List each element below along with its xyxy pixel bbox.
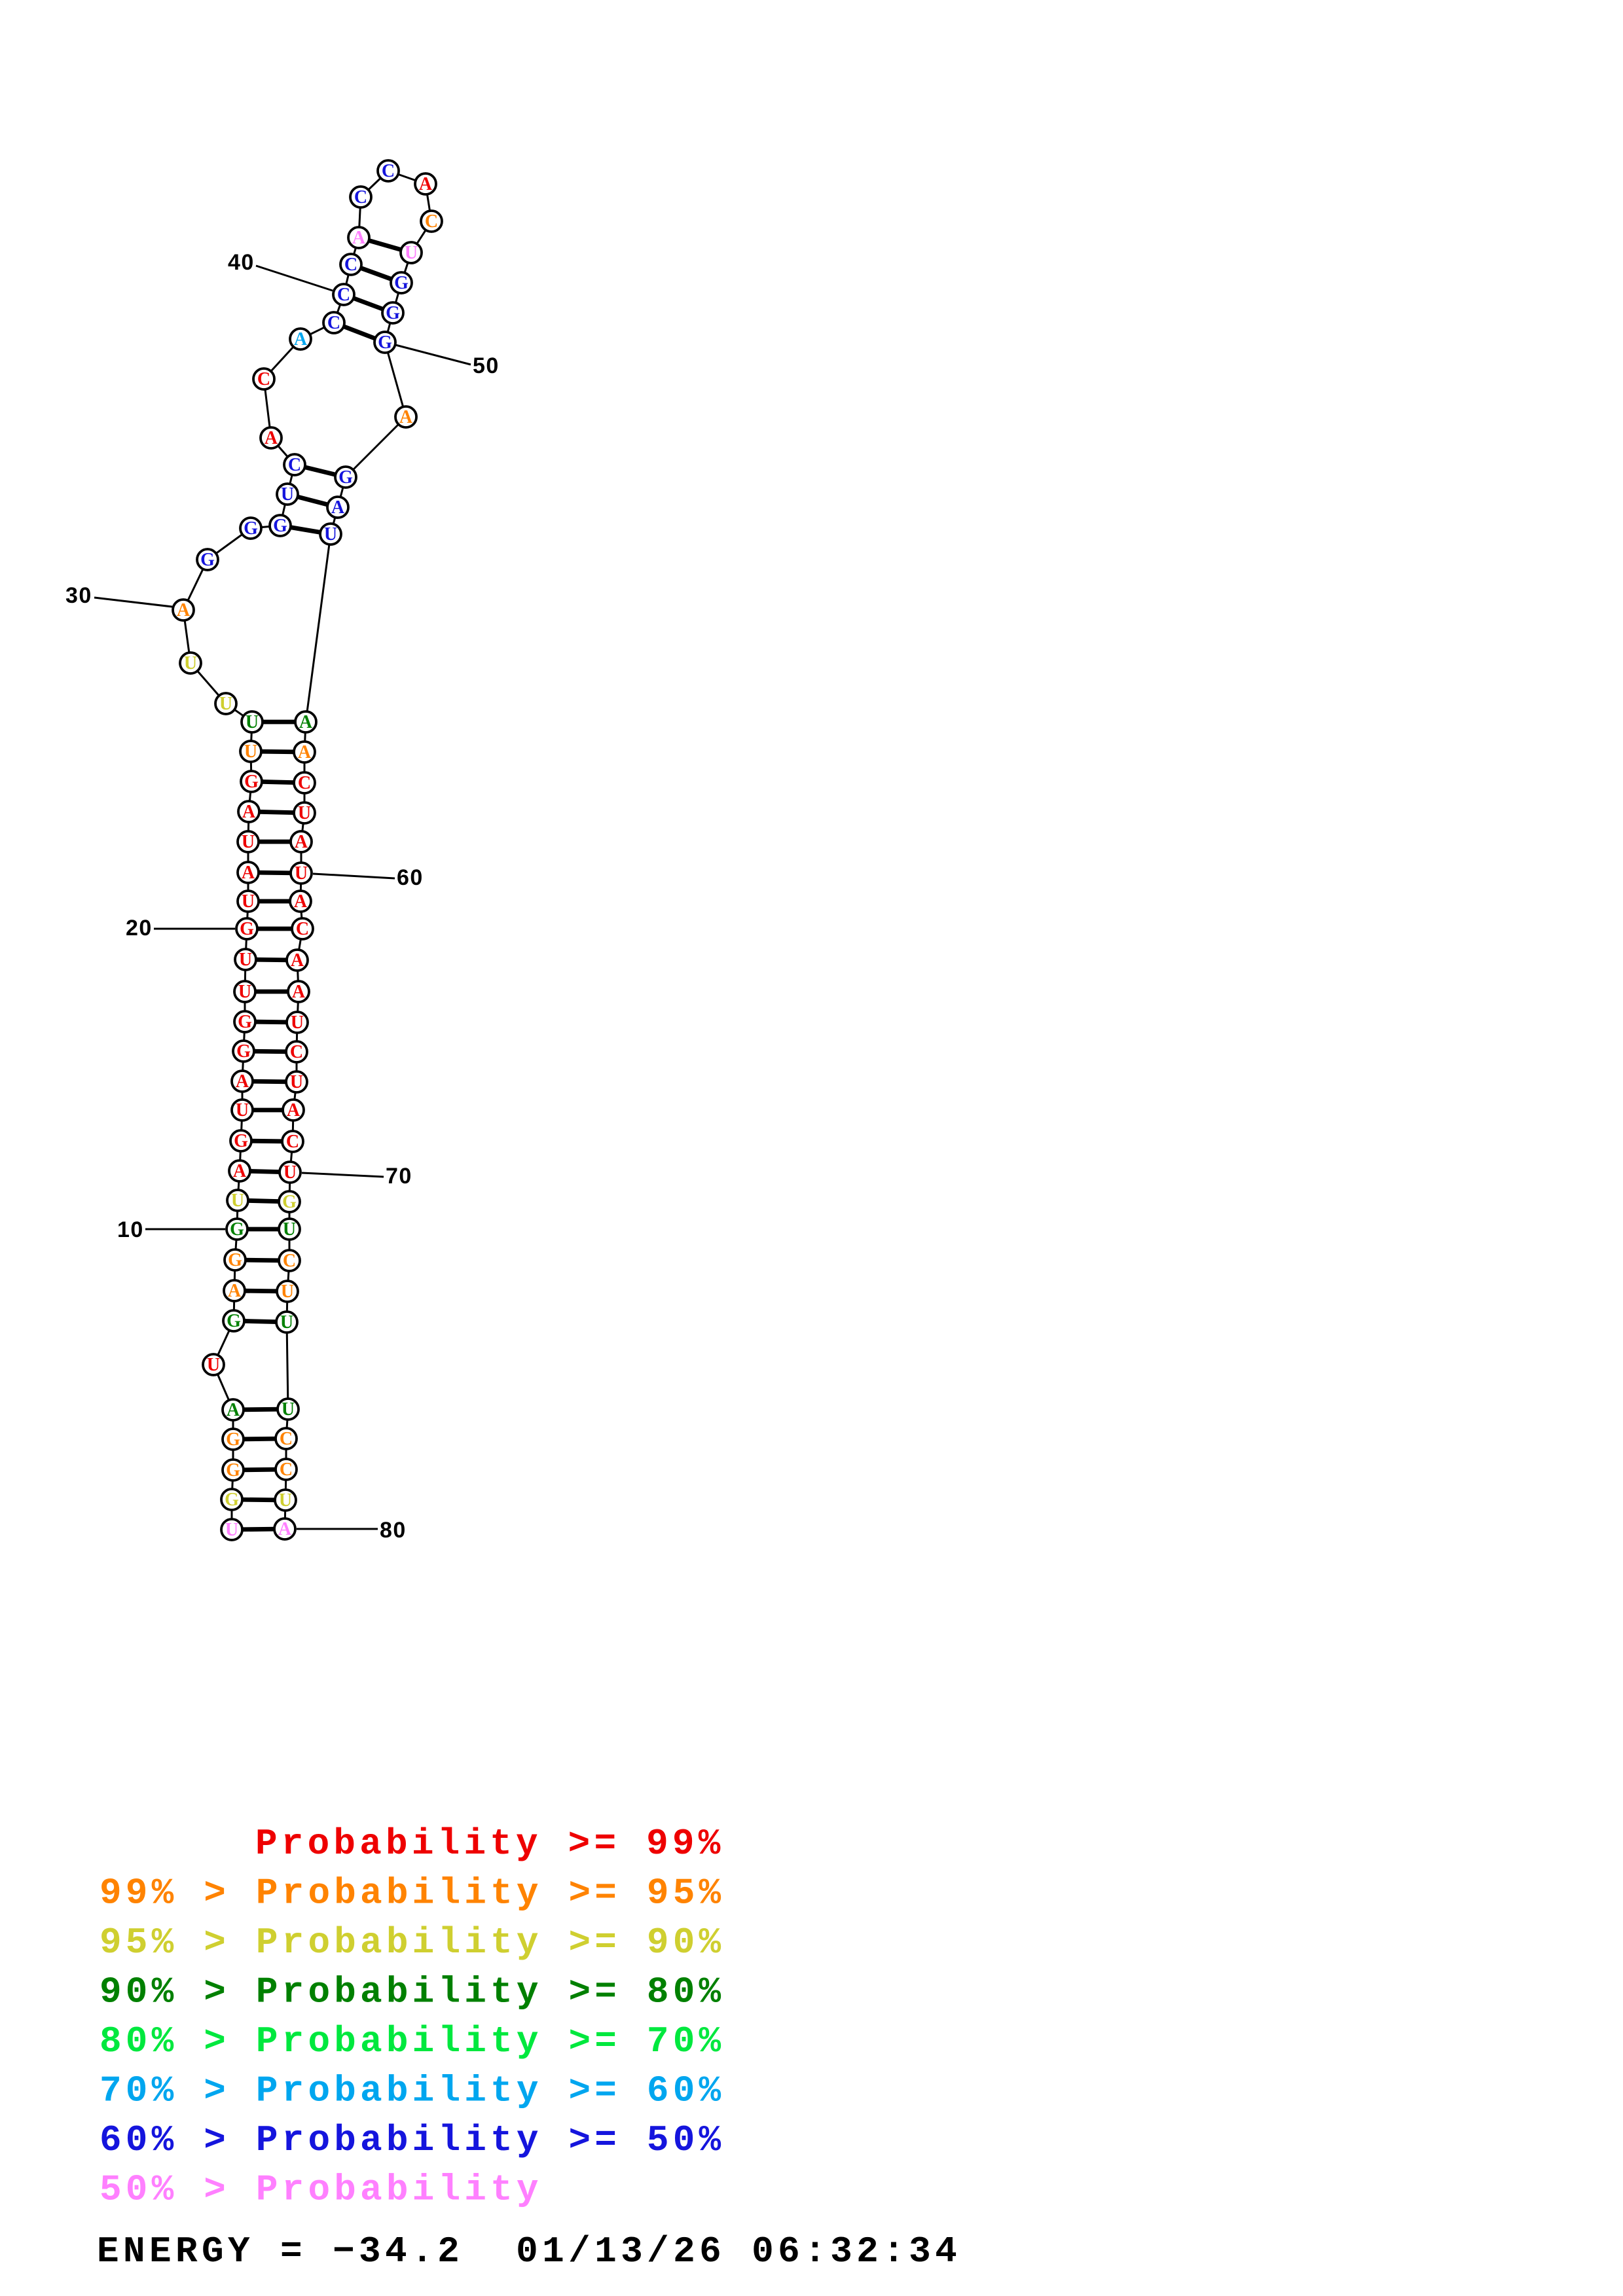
svg-text:60% > Probability >= 50%: 60% > Probability >= 50%: [100, 2119, 725, 2161]
svg-text:C: C: [257, 369, 270, 389]
svg-text:U: U: [281, 484, 294, 505]
svg-text:C: C: [296, 919, 309, 939]
svg-text:U: U: [280, 1312, 293, 1333]
svg-text:A: A: [295, 832, 308, 852]
svg-text:C: C: [290, 1042, 303, 1062]
svg-text:Probability >= 99%: Probability >= 99%: [255, 1823, 725, 1865]
svg-text:U: U: [225, 1520, 238, 1540]
svg-text:ENERGY = −34.2 01/13/26 06:32: ENERGY = −34.2 01/13/26 06:32:34: [97, 2231, 961, 2272]
svg-text:G: G: [236, 1041, 251, 1062]
svg-text:C: C: [382, 161, 395, 181]
svg-text:A: A: [242, 863, 255, 883]
svg-text:U: U: [219, 694, 232, 714]
svg-text:G: G: [228, 1250, 242, 1270]
svg-text:G: G: [234, 1131, 248, 1151]
svg-text:A: A: [227, 1400, 240, 1420]
svg-text:C: C: [288, 455, 301, 475]
svg-text:A: A: [242, 802, 256, 822]
svg-text:U: U: [405, 243, 418, 263]
svg-text:50: 50: [473, 353, 500, 378]
svg-text:A: A: [236, 1071, 249, 1092]
svg-text:A: A: [419, 174, 433, 194]
svg-text:A: A: [294, 891, 308, 912]
svg-text:G: G: [200, 550, 215, 570]
svg-text:A: A: [177, 600, 191, 620]
svg-text:80: 80: [380, 1518, 407, 1543]
svg-text:10: 10: [117, 1217, 144, 1242]
svg-text:C: C: [425, 211, 438, 232]
svg-text:A: A: [292, 982, 306, 1002]
svg-text:A: A: [298, 742, 312, 762]
svg-text:A: A: [399, 407, 413, 427]
svg-text:U: U: [290, 1072, 303, 1092]
svg-text:A: A: [278, 1519, 292, 1539]
svg-text:A: A: [228, 1281, 242, 1301]
svg-text:U: U: [242, 832, 255, 852]
svg-text:G: G: [244, 518, 258, 539]
svg-text:C: C: [280, 1429, 293, 1449]
svg-text:95% > Probability >= 90%: 95% > Probability >= 90%: [100, 1922, 725, 1964]
svg-text:C: C: [327, 313, 340, 333]
svg-text:C: C: [354, 187, 367, 207]
svg-text:70: 70: [386, 1164, 412, 1189]
svg-text:U: U: [207, 1355, 220, 1375]
svg-text:G: G: [394, 273, 409, 293]
svg-text:U: U: [295, 863, 308, 884]
svg-text:A: A: [299, 712, 313, 732]
svg-text:G: G: [240, 919, 254, 939]
svg-text:U: U: [231, 1191, 244, 1211]
svg-text:G: G: [226, 1429, 240, 1450]
svg-text:G: G: [225, 1490, 239, 1510]
svg-text:U: U: [239, 950, 252, 970]
svg-text:U: U: [246, 712, 259, 732]
svg-text:U: U: [283, 1219, 296, 1240]
svg-text:G: G: [238, 1012, 252, 1032]
svg-text:U: U: [324, 524, 337, 545]
svg-text:C: C: [337, 285, 350, 305]
svg-text:G: G: [227, 1311, 241, 1331]
svg-text:U: U: [298, 803, 311, 823]
svg-text:20: 20: [126, 916, 153, 941]
svg-text:C: C: [280, 1460, 293, 1480]
svg-text:U: U: [244, 742, 257, 762]
svg-text:G: G: [338, 467, 353, 488]
svg-text:G: G: [226, 1460, 240, 1480]
svg-text:70% > Probability >= 60%: 70% > Probability >= 60%: [100, 2070, 725, 2112]
svg-text:U: U: [279, 1490, 292, 1511]
svg-text:G: G: [244, 772, 259, 792]
svg-text:C: C: [283, 1251, 296, 1271]
svg-text:A: A: [294, 329, 308, 350]
svg-text:U: U: [238, 982, 251, 1002]
svg-text:99% > Probability >= 95%: 99% > Probability >= 95%: [100, 1873, 725, 1914]
svg-text:U: U: [291, 1013, 304, 1033]
svg-text:80% > Probability >= 70%: 80% > Probability >= 70%: [100, 2020, 725, 2062]
svg-text:A: A: [352, 228, 366, 248]
svg-text:A: A: [233, 1161, 247, 1181]
svg-text:40: 40: [228, 250, 255, 275]
svg-text:G: G: [282, 1192, 297, 1212]
svg-text:U: U: [281, 1282, 294, 1302]
svg-text:U: U: [283, 1162, 297, 1183]
svg-text:A: A: [287, 1100, 301, 1121]
svg-text:A: A: [331, 497, 345, 518]
svg-text:G: G: [386, 303, 400, 323]
svg-text:A: A: [264, 428, 278, 448]
svg-text:C: C: [298, 773, 311, 793]
svg-text:30: 30: [65, 583, 92, 608]
svg-text:G: G: [378, 332, 392, 353]
svg-text:U: U: [236, 1100, 249, 1121]
svg-text:U: U: [282, 1399, 295, 1420]
svg-text:U: U: [242, 891, 255, 912]
svg-text:C: C: [286, 1132, 299, 1152]
svg-text:50% > Probability: 50% > Probability: [100, 2169, 543, 2211]
svg-text:C: C: [344, 255, 357, 275]
svg-text:G: G: [273, 516, 287, 536]
svg-text:G: G: [230, 1219, 244, 1240]
svg-text:90% > Probability >= 80%: 90% > Probability >= 80%: [100, 1971, 725, 2013]
svg-text:60: 60: [397, 865, 424, 890]
svg-text:U: U: [184, 653, 197, 673]
svg-text:A: A: [291, 950, 304, 971]
